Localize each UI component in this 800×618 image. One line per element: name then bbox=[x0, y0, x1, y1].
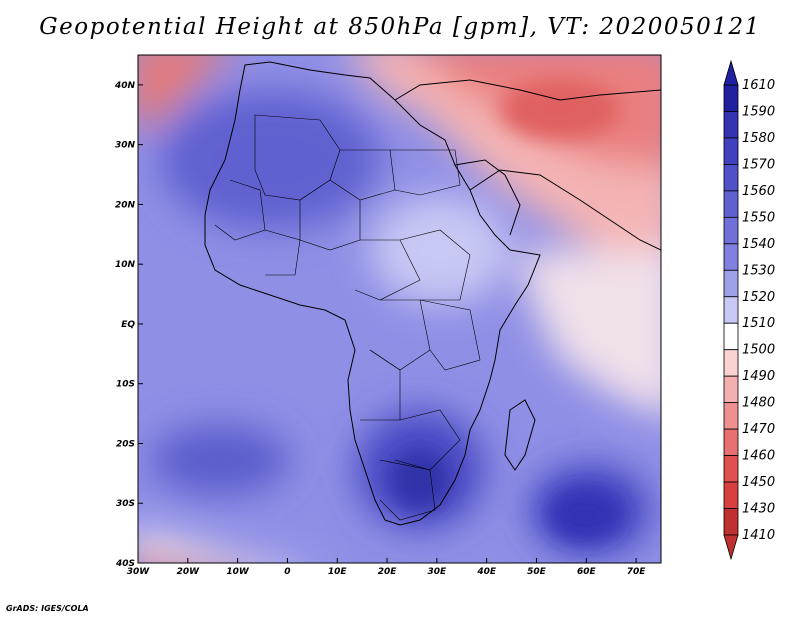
credit-text: GrADS: IGES/COLA bbox=[6, 604, 89, 613]
x-tick-label: 70E bbox=[627, 567, 647, 577]
colorbar-label: 1570 bbox=[742, 157, 775, 172]
y-tick-label: 30S bbox=[116, 499, 135, 509]
colorbar-label: 1610 bbox=[742, 78, 775, 93]
y-tick-label: 30N bbox=[115, 141, 136, 151]
colorbar-swatch bbox=[723, 111, 739, 139]
height-field bbox=[138, 55, 661, 563]
y-tick-label: 20N bbox=[115, 200, 136, 210]
colorbar-swatch bbox=[723, 402, 739, 430]
colorbar-swatch bbox=[723, 349, 739, 377]
colorbar-label: 1480 bbox=[742, 396, 775, 411]
x-tick-label: 50E bbox=[527, 567, 547, 577]
colorbar-label: 1540 bbox=[742, 237, 775, 252]
colorbar-label: 1470 bbox=[742, 422, 775, 437]
africa-coastline bbox=[204, 61, 541, 526]
x-tick-label: 40E bbox=[476, 567, 497, 577]
colorbar-top-arrow bbox=[723, 59, 739, 86]
red-sea bbox=[454, 159, 521, 236]
colorbar-swatch bbox=[723, 243, 739, 271]
x-tick-label: 30W bbox=[127, 567, 151, 577]
y-tick-label: 10N bbox=[115, 260, 136, 270]
colorbar-swatch bbox=[723, 375, 739, 404]
colorbar-label: 1580 bbox=[742, 131, 775, 146]
x-tick-label: 10W bbox=[226, 567, 250, 577]
colorbar-swatch bbox=[723, 164, 739, 192]
colorbar-label: 1450 bbox=[742, 475, 775, 490]
colorbar: 1610 1590 1580 1570 1560 1550 1540 1530 1520 1510… bbox=[723, 59, 775, 561]
x-axis: 30W 20W 10W 0 10E 20E 30E 40E 50E 60E 70E bbox=[127, 558, 647, 577]
x-tick-label: 0 bbox=[284, 567, 290, 577]
madagascar-coastline bbox=[504, 399, 536, 471]
x-tick-label: 60E bbox=[577, 567, 597, 577]
y-tick-label: 40N bbox=[114, 81, 136, 91]
colorbar-swatch bbox=[723, 322, 739, 351]
y-axis: 40N 30N 20N 10N EQ 10S 20S 30S 40S bbox=[114, 81, 143, 569]
colorbar-swatch bbox=[723, 455, 739, 483]
colorbar-swatch bbox=[723, 84, 739, 112]
colorbar-label: 1500 bbox=[742, 343, 775, 358]
colorbar-label: 1520 bbox=[742, 290, 775, 305]
x-tick-label: 10E bbox=[328, 567, 348, 577]
colorbar-swatch bbox=[723, 190, 739, 218]
y-tick-label: EQ bbox=[121, 320, 135, 330]
colorbar-swatch bbox=[723, 216, 739, 245]
plot-frame bbox=[137, 54, 662, 564]
colorbar-swatch bbox=[723, 269, 739, 298]
y-tick-label: 20S bbox=[116, 439, 135, 449]
eurasia-coast bbox=[394, 79, 661, 101]
coastlines bbox=[204, 61, 661, 526]
colorbar-label: 1550 bbox=[742, 210, 775, 225]
colorbar-swatch bbox=[723, 137, 739, 165]
chart-title: Geopotential Height at 850hPa [gpm], VT:… bbox=[39, 14, 761, 40]
colorbar-label: 1510 bbox=[742, 316, 775, 331]
colorbar-label: 1460 bbox=[742, 449, 775, 464]
x-tick-label: 30E bbox=[428, 567, 448, 577]
colorbar-label: 1490 bbox=[742, 369, 775, 384]
colorbar-label: 1410 bbox=[742, 528, 775, 543]
colorbar-swatch bbox=[723, 296, 739, 324]
colorbar-swatch bbox=[723, 481, 739, 509]
colorbar-label: 1530 bbox=[742, 263, 775, 278]
colorbar-swatch bbox=[723, 428, 739, 456]
y-tick-label: 40S bbox=[115, 559, 135, 569]
colorbar-label: 1590 bbox=[742, 104, 775, 119]
x-tick-label: 20E bbox=[378, 567, 398, 577]
country-borders bbox=[214, 114, 481, 521]
colorbar-label: 1560 bbox=[742, 184, 775, 199]
arabia-coast bbox=[469, 169, 661, 251]
y-tick-label: 10S bbox=[116, 380, 135, 390]
colorbar-bottom-arrow bbox=[723, 534, 739, 561]
x-tick-label: 20W bbox=[177, 567, 201, 577]
colorbar-label: 1430 bbox=[742, 502, 775, 517]
colorbar-swatch bbox=[723, 508, 739, 536]
